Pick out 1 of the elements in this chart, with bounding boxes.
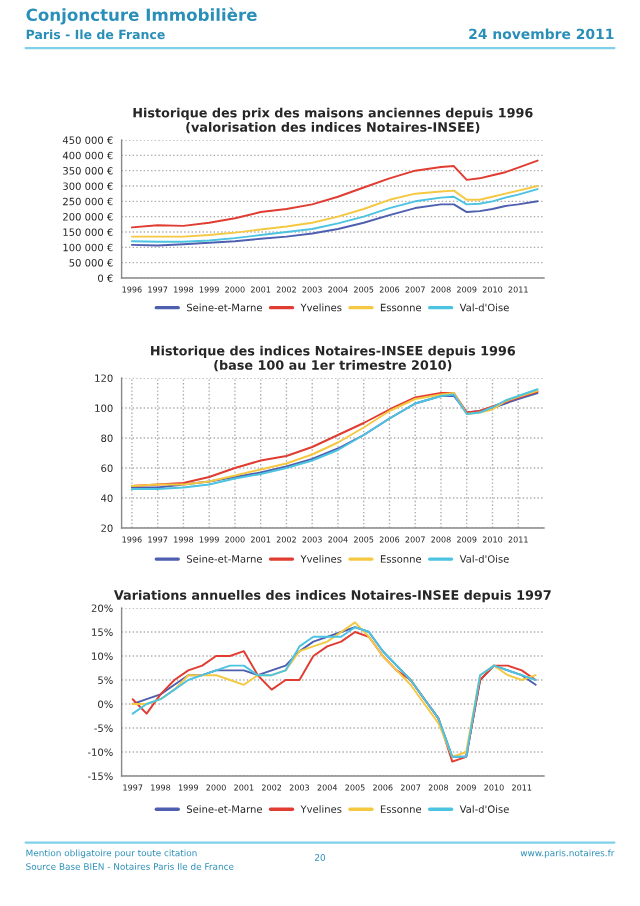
text: Conjoncture Immobilière (26, 7, 257, 25)
